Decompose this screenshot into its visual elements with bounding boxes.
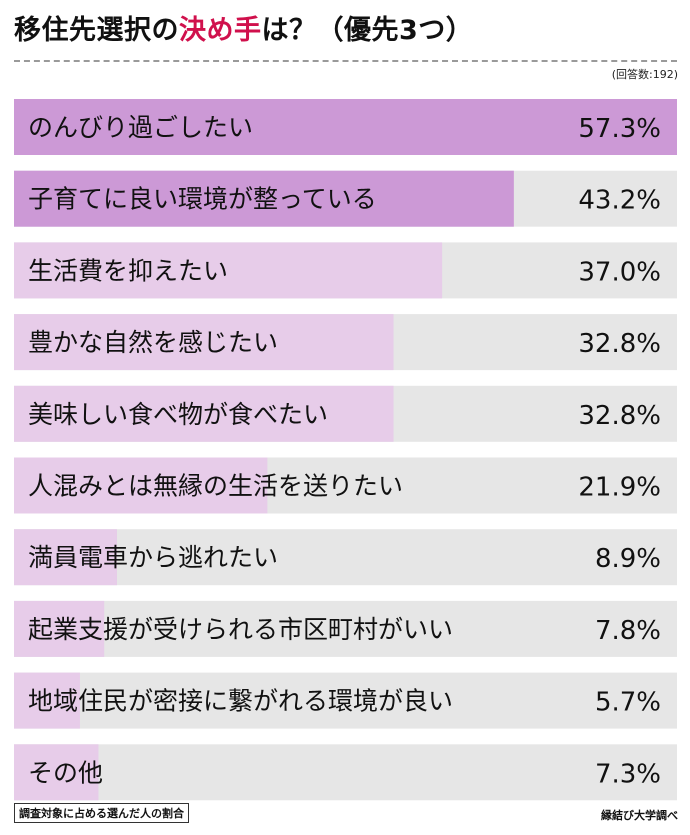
title-divider xyxy=(14,60,677,62)
title-highlight: 決め手 xyxy=(179,15,262,46)
category-label: 地域住民が密接に繋がれる環境が良い xyxy=(28,687,453,716)
title-part-1: 移住先選択の xyxy=(14,15,179,46)
value-label: 57.3% xyxy=(578,114,661,144)
category-label: 美味しい食べ物が食べたい xyxy=(28,400,328,429)
category-label: 子育てに良い環境が整っている xyxy=(28,185,377,214)
bar xyxy=(14,672,80,729)
value-label: 21.9% xyxy=(578,473,661,503)
bar-track xyxy=(14,744,677,801)
value-label: 8.9% xyxy=(595,544,661,574)
title-part-2: は？（優先3つ） xyxy=(261,15,474,46)
footnote: 調査対象に占める選んだ人の割合 xyxy=(14,803,189,823)
value-label: 7.8% xyxy=(595,616,661,646)
bar xyxy=(14,170,514,227)
bar xyxy=(14,457,268,514)
bar xyxy=(14,529,117,586)
value-label: 32.8% xyxy=(578,401,661,431)
value-label: 43.2% xyxy=(578,186,661,216)
category-label: 起業支援が受けられる市区町村がいい xyxy=(28,615,453,644)
category-label: その他 xyxy=(28,758,103,787)
bar xyxy=(14,744,99,801)
category-label: 人混みとは無縁の生活を送りたい xyxy=(28,472,403,501)
chart-title: 移住先選択の決め手は？（優先3つ） xyxy=(14,8,473,47)
respondent-count: (回答数:192) xyxy=(611,68,678,81)
bar xyxy=(14,242,443,299)
category-label: 豊かな自然を感じたい xyxy=(28,328,278,357)
source-credit: 縁結び大学調べ xyxy=(601,809,678,822)
category-label: のんびり過ごしたい xyxy=(28,113,253,142)
bar xyxy=(14,99,677,155)
category-label: 満員電車から逃れたい xyxy=(28,543,278,572)
bar-track xyxy=(14,529,677,586)
value-label: 5.7% xyxy=(595,688,661,718)
category-label: 生活費を抑えたい xyxy=(28,256,228,285)
bar xyxy=(14,385,394,442)
bar xyxy=(14,600,105,657)
bar-track xyxy=(14,600,677,657)
bar xyxy=(14,314,394,371)
bar-track xyxy=(14,672,677,729)
value-label: 7.3% xyxy=(595,759,661,789)
value-label: 37.0% xyxy=(578,257,661,287)
value-label: 32.8% xyxy=(578,329,661,359)
